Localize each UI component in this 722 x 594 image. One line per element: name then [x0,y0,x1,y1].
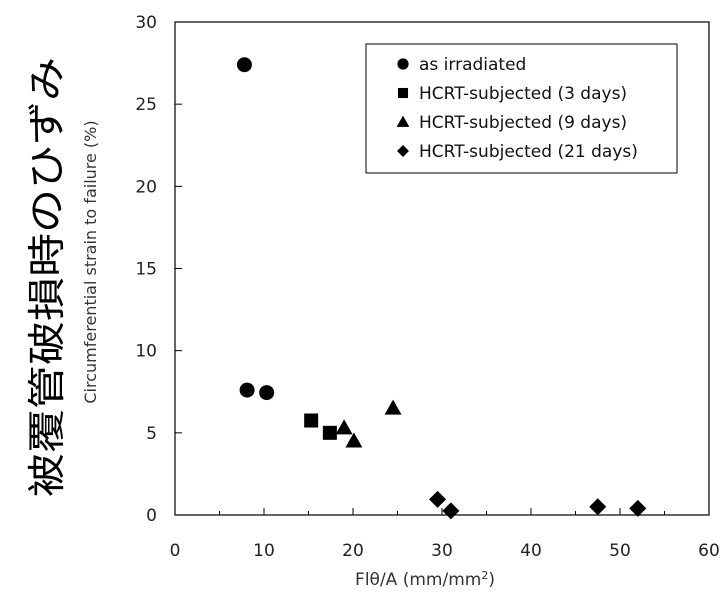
legend-items: as irradiated HCRT-subjected (3 days) HCRT… [396,55,638,162]
data-point-diamond [589,498,607,516]
x-tick-label: 20 [342,541,364,561]
y-axis-title: Circumferential strain to failure (%) [81,120,100,403]
y-tick-label: 25 [135,95,157,115]
legend-label: HCRT-subjected (3 days) [419,84,627,104]
axes: 0 10 20 30 40 50 60 0 5 10 15 20 25 30 [135,13,719,561]
legend-marker [397,87,409,99]
legend-label: HCRT-subjected (21 days) [419,142,638,162]
legend-marker-square [397,87,409,99]
y-tick-label: 15 [135,260,157,280]
y-tick-label: 30 [135,13,157,33]
y-tick-label: 5 [146,424,157,444]
data-point-square [304,413,319,428]
legend-marker-diamond [397,145,409,157]
y-tick-label: 20 [135,177,157,197]
legend-label: HCRT-subjected (9 days) [419,113,627,133]
x-tick-label: 30 [431,541,453,561]
legend: as irradiated HCRT-subjected (3 days) HCRT… [365,43,678,174]
x-axis-title: Flθ/A (mm/mm2) [355,569,495,591]
y-tick-label: 0 [146,506,157,526]
data-point-triangle [345,432,363,448]
x-tick-label: 10 [253,541,275,561]
legend-marker [397,58,409,70]
x-axis-title-close: ) [488,570,495,590]
data-point-circle [259,385,275,401]
data-point-diamond [429,490,447,508]
x-axis-title-sup: 2 [481,569,488,582]
japanese-axis-label: 被覆管破損時のひずみ [25,57,69,497]
legend-marker [397,145,409,157]
x-tick-label: 0 [170,541,181,561]
x-axis-title-main: Flθ/A (mm/mm [355,570,481,590]
legend-label: as irradiated [419,55,526,75]
data-point-circle [236,57,252,73]
data-point-circle [239,382,255,398]
x-tick-label: 60 [698,541,720,561]
x-tick-label: 50 [609,541,631,561]
data-marks [236,57,647,520]
data-point-triangle [384,399,402,415]
legend-marker-triangle [396,115,410,127]
legend-marker [396,115,410,127]
data-point-diamond [442,502,460,520]
data-point-diamond [629,499,647,517]
y-tick-label: 10 [135,342,157,362]
data-point-square [322,425,337,440]
data-point-triangle [335,419,353,435]
x-tick-label: 40 [520,541,542,561]
legend-marker-circle [397,58,409,70]
legend-box [365,43,678,174]
